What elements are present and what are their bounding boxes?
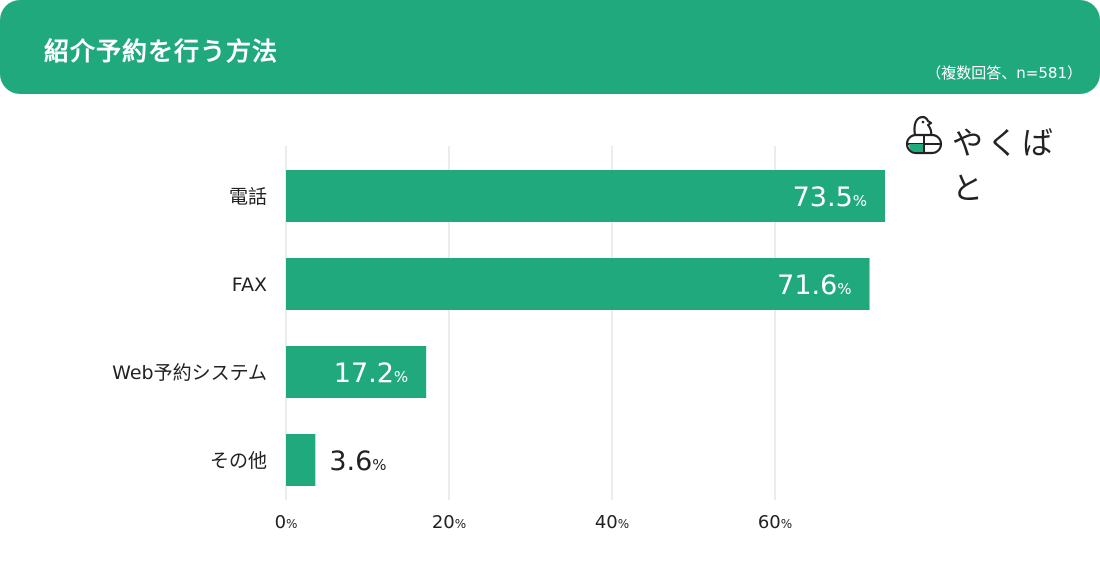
x-tick-label-40: 40% <box>595 512 629 533</box>
category-label-0: 電話 <box>229 186 267 208</box>
bar-2 <box>286 346 427 398</box>
category-label-1: FAX <box>232 274 267 296</box>
x-tick-label-60: 60% <box>758 512 792 533</box>
chart-title: 紹介予約を行う方法 <box>44 37 279 66</box>
sample-note: （複数回答、n=581） <box>926 64 1082 82</box>
x-tick-label-0: 0% <box>275 512 298 533</box>
value-label-2: 17.2% <box>334 358 408 389</box>
bird-pill-icon <box>905 115 943 155</box>
value-label-1: 71.6% <box>777 270 851 301</box>
category-label-3: その他 <box>210 450 267 472</box>
bar-3 <box>286 434 316 486</box>
value-label-0: 73.5% <box>793 182 867 213</box>
header-banner: 紹介予約を行う方法 （複数回答、n=581） <box>0 0 1100 94</box>
brand-logo: やくばと <box>905 112 1085 207</box>
value-label-3: 3.6% <box>329 446 386 477</box>
x-tick-label-20: 20% <box>432 512 466 533</box>
bar-0 <box>286 170 886 222</box>
category-label-2: Web予約システム <box>112 362 267 384</box>
logo-text: やくばと <box>952 126 1057 207</box>
bar-1 <box>286 258 870 310</box>
